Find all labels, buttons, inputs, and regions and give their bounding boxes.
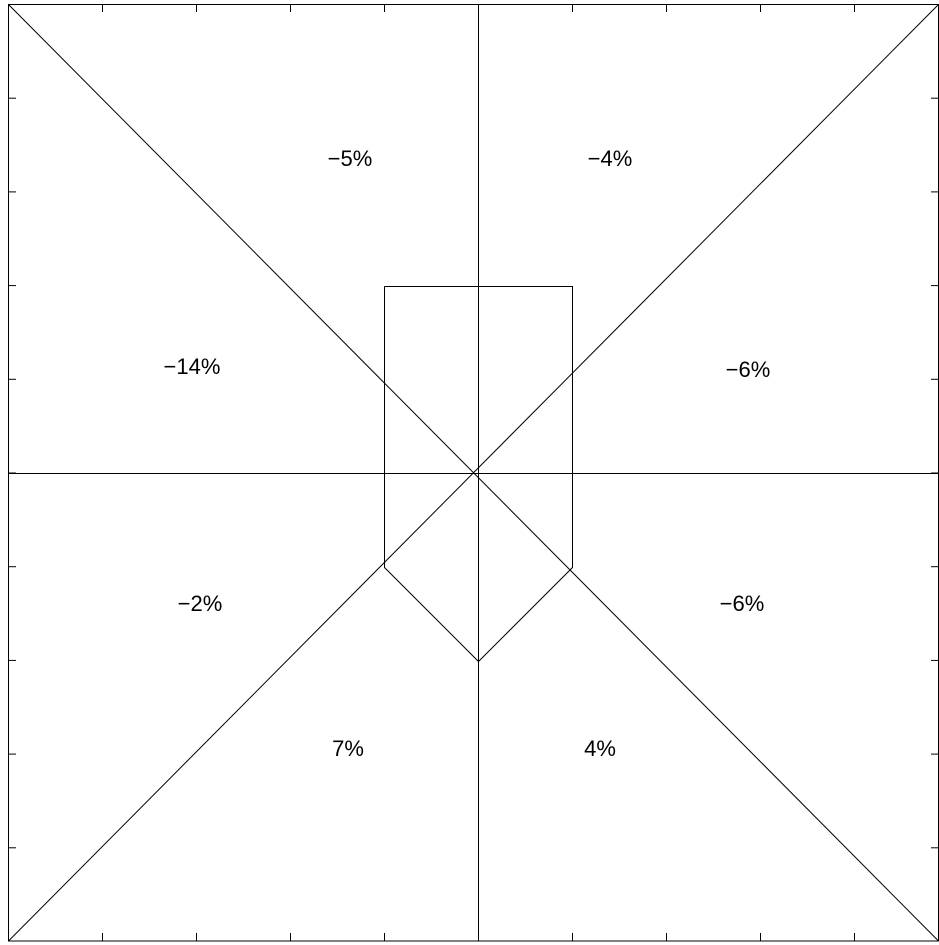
- diagonal: [8, 4, 939, 942]
- pentagon: [384, 286, 573, 663]
- ticks: [8, 4, 939, 941]
- region-label: 7%: [332, 736, 364, 761]
- region-label: −4%: [588, 146, 633, 171]
- region-label: −6%: [720, 591, 765, 616]
- region-label: −6%: [726, 357, 771, 382]
- region-label: −5%: [328, 146, 373, 171]
- region-label: −14%: [164, 354, 221, 379]
- region-label: 4%: [584, 736, 616, 761]
- region-label: −2%: [178, 591, 223, 616]
